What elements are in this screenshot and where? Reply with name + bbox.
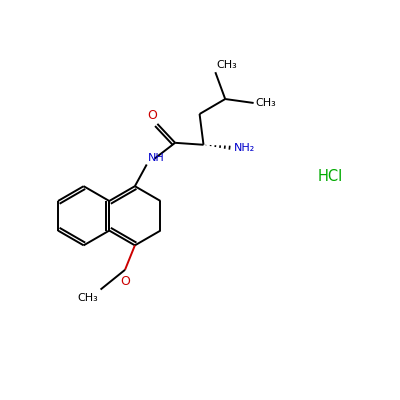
Text: O: O <box>147 108 157 122</box>
Text: CH₃: CH₃ <box>256 98 276 108</box>
Text: NH₂: NH₂ <box>234 143 256 153</box>
Text: CH₃: CH₃ <box>78 293 98 303</box>
Text: CH₃: CH₃ <box>216 60 237 70</box>
Text: HCl: HCl <box>318 169 343 184</box>
Text: NH: NH <box>148 153 165 163</box>
Text: O: O <box>120 274 130 288</box>
